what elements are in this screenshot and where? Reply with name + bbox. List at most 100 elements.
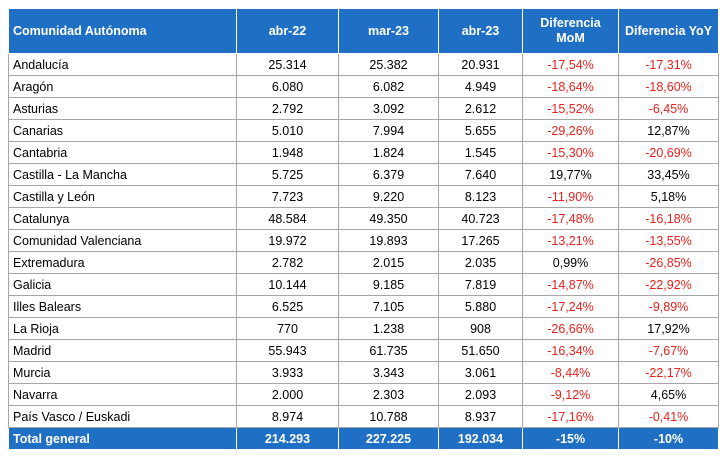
value-cell: 19,77% — [522, 163, 619, 186]
region-cell: La Rioja — [8, 317, 237, 340]
value-cell: 2.782 — [236, 251, 339, 274]
value-cell: 1.824 — [338, 141, 439, 164]
table-row: La Rioja 770 1.238 908 -26,66% 17,92% — [8, 317, 719, 340]
value-cell: -11,90% — [522, 185, 619, 208]
region-cell: Illes Balears — [8, 295, 237, 318]
value-cell: 55.943 — [236, 339, 339, 362]
value-cell: -26,66% — [522, 317, 619, 340]
table-row: Asturias 2.792 3.092 2.612 -15,52% -6,45% — [8, 97, 719, 120]
value-cell: 192.034 — [438, 427, 523, 450]
value-cell: 214.293 — [236, 427, 339, 450]
value-cell: 19.972 — [236, 229, 339, 252]
value-cell: 2.093 — [438, 383, 523, 406]
value-cell: -15,30% — [522, 141, 619, 164]
value-cell: -16,34% — [522, 339, 619, 362]
value-cell: 51.650 — [438, 339, 523, 362]
value-cell: 2.000 — [236, 383, 339, 406]
table-body: Andalucía 25.314 25.382 20.931 -17,54% -17,31… — [8, 53, 719, 450]
value-cell: 17.265 — [438, 229, 523, 252]
table-row: Galicia 10.144 9.185 7.819 -14,87% -22,92% — [8, 273, 719, 296]
value-cell: -22,92% — [618, 273, 719, 296]
value-cell: 6.379 — [338, 163, 439, 186]
value-cell: -15,52% — [522, 97, 619, 120]
value-cell: 25.382 — [338, 53, 439, 76]
table-row: Castilla - La Mancha 5.725 6.379 7.640 19,77… — [8, 163, 719, 186]
value-cell: -13,21% — [522, 229, 619, 252]
table-row: Andalucía 25.314 25.382 20.931 -17,54% -17,31… — [8, 53, 719, 76]
table-row: País Vasco / Euskadi 8.974 10.788 8.937 -17,… — [8, 405, 719, 428]
value-cell: 3.343 — [338, 361, 439, 384]
region-cell: Aragón — [8, 75, 237, 98]
value-cell: 40.723 — [438, 207, 523, 230]
value-cell: 3.061 — [438, 361, 523, 384]
value-cell: 908 — [438, 317, 523, 340]
header-cell: Comunidad Autónoma — [8, 8, 237, 54]
value-cell: 5.010 — [236, 119, 339, 142]
value-cell: 5.655 — [438, 119, 523, 142]
value-cell: 4,65% — [618, 383, 719, 406]
value-cell: -18,64% — [522, 75, 619, 98]
total-row: Total general 214.293 227.225 192.034 -15% -1… — [8, 427, 719, 450]
table-row: Canarias 5.010 7.994 5.655 -29,26% 12,87% — [8, 119, 719, 142]
value-cell: -6,45% — [618, 97, 719, 120]
value-cell: -7,67% — [618, 339, 719, 362]
value-cell: -17,54% — [522, 53, 619, 76]
value-cell: 5.880 — [438, 295, 523, 318]
value-cell: -29,26% — [522, 119, 619, 142]
value-cell: -16,18% — [618, 207, 719, 230]
value-cell: -0,41% — [618, 405, 719, 428]
value-cell: 49.350 — [338, 207, 439, 230]
value-cell: 8.937 — [438, 405, 523, 428]
value-cell: 5,18% — [618, 185, 719, 208]
value-cell: -22,17% — [618, 361, 719, 384]
region-cell: Castilla y León — [8, 185, 237, 208]
table-row: Cantabria 1.948 1.824 1.545 -15,30% -20,69% — [8, 141, 719, 164]
value-cell: 12,87% — [618, 119, 719, 142]
value-cell: 7.640 — [438, 163, 523, 186]
value-cell: 2.303 — [338, 383, 439, 406]
value-cell: 7.723 — [236, 185, 339, 208]
value-cell: -17,24% — [522, 295, 619, 318]
value-cell: 7.994 — [338, 119, 439, 142]
value-cell: -20,69% — [618, 141, 719, 164]
value-cell: 8.123 — [438, 185, 523, 208]
table-row: Catalunya 48.584 49.350 40.723 -17,48% -16,18… — [8, 207, 719, 230]
value-cell: 20.931 — [438, 53, 523, 76]
value-cell: -18,60% — [618, 75, 719, 98]
table-row: Extremadura 2.782 2.015 2.035 0,99% -26,85% — [8, 251, 719, 274]
value-cell: 33,45% — [618, 163, 719, 186]
value-cell: 7.105 — [338, 295, 439, 318]
table-row: Murcia 3.933 3.343 3.061 -8,44% -22,17% — [8, 361, 719, 384]
value-cell: 0,99% — [522, 251, 619, 274]
value-cell: 48.584 — [236, 207, 339, 230]
value-cell: 6.080 — [236, 75, 339, 98]
value-cell: -17,16% — [522, 405, 619, 428]
region-cell: Madrid — [8, 339, 237, 362]
value-cell: 1.948 — [236, 141, 339, 164]
table-row: Illes Balears 6.525 7.105 5.880 -17,24% -9,89… — [8, 295, 719, 318]
region-cell: Canarias — [8, 119, 237, 142]
value-cell: 6.525 — [236, 295, 339, 318]
region-cell: Extremadura — [8, 251, 237, 274]
data-table: Comunidad Autónoma abr-22 mar-23 abr-23 Dife… — [8, 8, 719, 450]
region-cell: Andalucía — [8, 53, 237, 76]
value-cell: 3.933 — [236, 361, 339, 384]
value-cell: 9.185 — [338, 273, 439, 296]
value-cell: -10% — [618, 427, 719, 450]
region-cell: Navarra — [8, 383, 237, 406]
value-cell: 17,92% — [618, 317, 719, 340]
value-cell: -9,12% — [522, 383, 619, 406]
region-cell: País Vasco / Euskadi — [8, 405, 237, 428]
value-cell: 770 — [236, 317, 339, 340]
value-cell: 3.092 — [338, 97, 439, 120]
region-cell: Castilla - La Mancha — [8, 163, 237, 186]
header-cell: abr-22 — [236, 8, 339, 54]
value-cell: -17,31% — [618, 53, 719, 76]
table-row: Comunidad Valenciana 19.972 19.893 17.265 -1… — [8, 229, 719, 252]
table-row: Navarra 2.000 2.303 2.093 -9,12% 4,65% — [8, 383, 719, 406]
value-cell: 61.735 — [338, 339, 439, 362]
region-cell: Asturias — [8, 97, 237, 120]
value-cell: 10.788 — [338, 405, 439, 428]
value-cell: 25.314 — [236, 53, 339, 76]
